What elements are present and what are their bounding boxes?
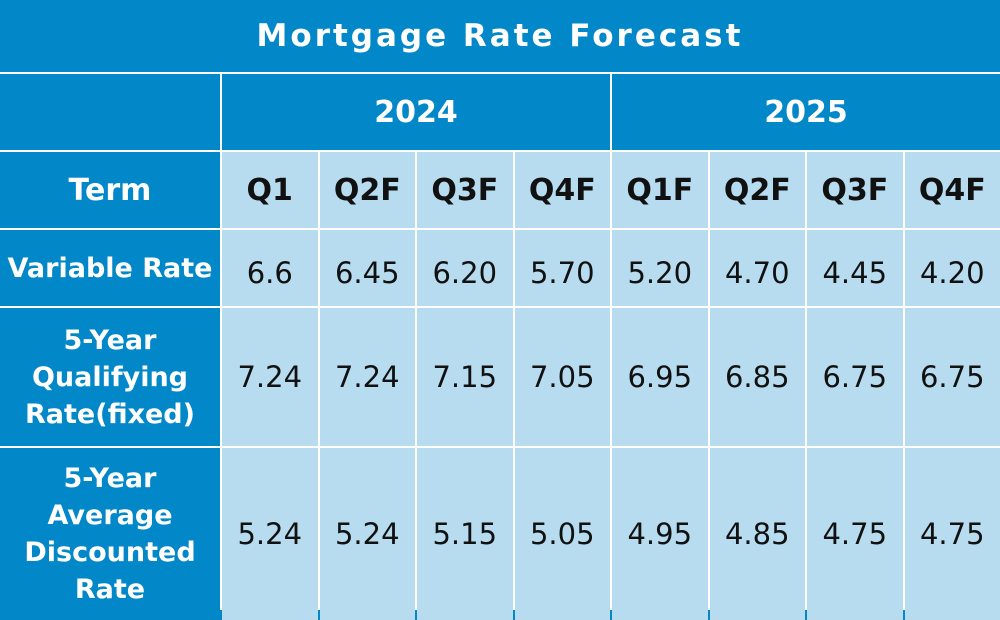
table-cell: 6.75 xyxy=(807,308,903,446)
quarter-header: Q4F xyxy=(515,152,611,228)
table-cell: 6.20 xyxy=(417,230,513,306)
table-cell: 6.85 xyxy=(710,308,806,446)
quarter-header: Q1F xyxy=(612,152,708,228)
table-cell: 4.75 xyxy=(807,448,903,620)
table-cell: 4.20 xyxy=(905,230,1000,306)
table-cell: 7.24 xyxy=(320,308,416,446)
term-header: Term xyxy=(0,152,220,228)
table-cell: 6.6 xyxy=(222,230,318,306)
row-label-line: Rate xyxy=(24,571,195,608)
row-label-line: 5-Year xyxy=(24,460,195,497)
table-title: Mortgage Rate Forecast xyxy=(0,0,1000,72)
table-cell: 5.24 xyxy=(222,448,318,620)
row-label-line: Average xyxy=(24,497,195,534)
table-cell: 4.75 xyxy=(905,448,1000,620)
header-blank-cell xyxy=(0,74,220,150)
year-header-2025: 2025 xyxy=(612,74,1000,150)
table-cell: 4.85 xyxy=(710,448,806,620)
row-label-line: Qualifying xyxy=(25,359,195,396)
table-cell: 5.70 xyxy=(515,230,611,306)
row-label-line: Rate(fixed) xyxy=(25,396,195,433)
table-cell: 5.15 xyxy=(417,448,513,620)
quarter-header: Q1 xyxy=(222,152,318,228)
table-cell: 5.05 xyxy=(515,448,611,620)
table-cell: 4.70 xyxy=(710,230,806,306)
table-cell: 5.20 xyxy=(612,230,708,306)
table-cell: 7.15 xyxy=(417,308,513,446)
table-cell: 4.45 xyxy=(807,230,903,306)
quarter-header: Q3F xyxy=(807,152,903,228)
table-cell: 7.05 xyxy=(515,308,611,446)
table-cell: 6.75 xyxy=(905,308,1000,446)
row-label-line: Variable Rate xyxy=(8,250,213,287)
table-cell: 6.95 xyxy=(612,308,708,446)
row-label-line: Discounted xyxy=(24,534,195,571)
table-cell: 4.95 xyxy=(612,448,708,620)
quarter-header: Q4F xyxy=(905,152,1000,228)
quarter-header: Q2F xyxy=(320,152,416,228)
table-cell: 5.24 xyxy=(320,448,416,620)
quarter-header: Q3F xyxy=(417,152,513,228)
year-header-2024: 2024 xyxy=(222,74,610,150)
quarter-header: Q2F xyxy=(710,152,806,228)
row-label-line: 5-Year xyxy=(25,322,195,359)
table-cell: 7.24 xyxy=(222,308,318,446)
row-label: Variable Rate xyxy=(0,230,220,306)
table-cell: 6.45 xyxy=(320,230,416,306)
